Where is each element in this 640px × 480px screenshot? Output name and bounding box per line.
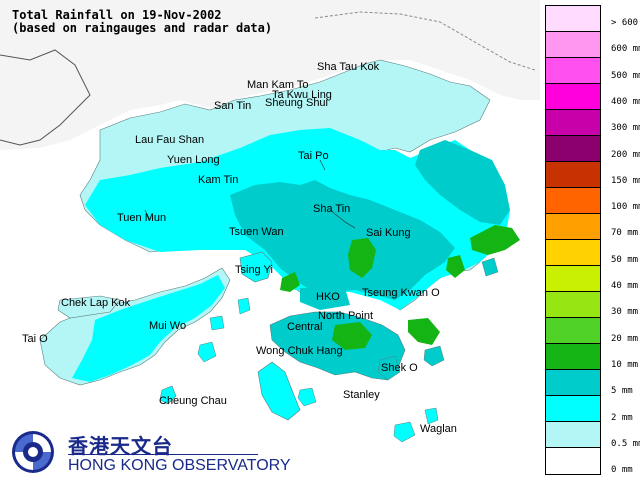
legend-swatch [546,318,600,344]
place-man-kam-to: Man Kam To [247,79,309,91]
place-tseung-kwan-o: Tseung Kwan O [362,287,440,299]
place-tai-po: Tai Po [298,150,329,162]
hko-logo: 香港天文台 HONG KONG OBSERVATORY [6,428,291,476]
place-yuen-long: Yuen Long [167,154,220,166]
small-island-4 [424,407,439,425]
small-island-1 [393,421,416,443]
nt-10mm-patch-2 [470,225,520,255]
small-island-3 [297,387,317,407]
legend-label: 30 mm [611,307,639,318]
small-island-9 [481,257,499,277]
place-tuen-mun: Tuen Mun [117,212,167,224]
place-kam-tin: Kam Tin [198,174,239,186]
small-island-6 [377,355,401,381]
legend-label: 150 mm [611,175,640,186]
hko-logo-rule [68,454,258,455]
small-island-2 [197,341,217,363]
legend-label: > 600 mm [611,18,640,28]
legend-label: 20 mm [611,333,639,344]
lamma-island [257,361,301,421]
rainfall-legend [545,5,601,475]
legend-swatch [546,370,600,396]
place-north-point: North Point [318,310,374,322]
map-subtitle: (based on raingauges and radar data) [12,21,273,35]
river-line [144,159,356,229]
legend-swatch [546,84,600,110]
place-chek-lap-kok: Chek Lap Kok [61,297,131,309]
place-central: Central [287,321,323,333]
place-sha-tau-kok: Sha Tau Kok [317,61,380,73]
shoreline [0,49,91,146]
nt-5mm-band [230,140,510,300]
hki-10mm-patch-2 [408,318,440,345]
place-san-tin: San Tin [214,100,252,112]
legend-swatch [546,422,600,448]
small-island-7 [237,297,251,315]
place-cheung-chau: Cheung Chau [159,395,227,407]
lantau-2mm-band [72,275,225,382]
hki-10mm-patch [332,322,372,350]
legend-swatch [546,32,600,58]
legend-swatch [546,110,600,136]
nt-10mm-patch-4 [446,255,465,278]
place-ta-kwu-ling: Ta Kwu Ling [272,89,332,101]
legend-swatch [546,448,600,474]
legend-swatch [546,58,600,84]
chek-lap-kok [57,295,121,319]
place-shek-o: Shek O [381,362,418,374]
legend-swatch [546,240,600,266]
nt-10mm-patch-1 [348,238,376,278]
boundary-line [314,11,536,71]
small-island-8 [209,315,225,331]
hko-logo-english: HONG KONG OBSERVATORY [68,457,291,474]
place-mui-wo: Mui Wo [149,320,187,332]
legend-label: 40 mm [611,281,639,291]
place-wong-chuk-hang: Wong Chuk Hang [256,345,343,357]
legend-label: 0.5 mm [611,438,640,449]
place-sha-tin: Sha Tin [313,203,351,215]
legend-swatch [546,266,600,292]
legend-swatch [546,136,600,162]
legend-swatch [546,6,600,32]
legend-label: 400 mm [611,96,640,107]
legend-label: 2 mm [611,412,633,423]
place-tai-o: Tai O [22,333,48,345]
kowloon-hko-patch [300,288,350,310]
legend-swatch [546,162,600,188]
hko-emblem-icon [12,431,54,473]
cheung-chau-island [159,385,177,405]
tsing-yi-island [239,251,273,283]
legend-label: 70 mm [611,228,639,239]
place-waglan: Waglan [420,423,457,435]
nt-10mm-patch-3 [280,272,300,292]
legend-label: 5 mm [611,386,633,397]
place-sai-kung: Sai Kung [366,227,411,239]
legend-swatch [546,344,600,370]
place-lau-fau-shan: Lau Fau Shan [135,134,205,146]
place-stanley: Stanley [343,389,380,401]
mainland-area [0,0,540,150]
map-title: Total Rainfall on 19-Nov-2002 [12,8,222,22]
place-sheung-shui: Sheung Shui [265,97,328,109]
small-island-5 [423,345,445,367]
legend-label: 300 mm [611,123,640,134]
place-tsing-yi: Tsing Yi [235,264,273,276]
legend-label: 600 mm [611,44,640,55]
legend-label: 200 mm [611,149,640,160]
legend-label: 0 mm [611,465,633,476]
legend-swatch [546,396,600,422]
legend-swatch [546,188,600,214]
legend-swatch [546,292,600,318]
legend-label: 100 mm [611,202,640,213]
place-hko: HKO [316,291,340,303]
legend-label: 500 mm [611,70,640,81]
legend-label: 10 mm [611,359,639,370]
legend-label: 50 mm [611,254,639,265]
place-tsuen-wan: Tsuen Wan [229,226,284,238]
legend-swatch [546,214,600,240]
